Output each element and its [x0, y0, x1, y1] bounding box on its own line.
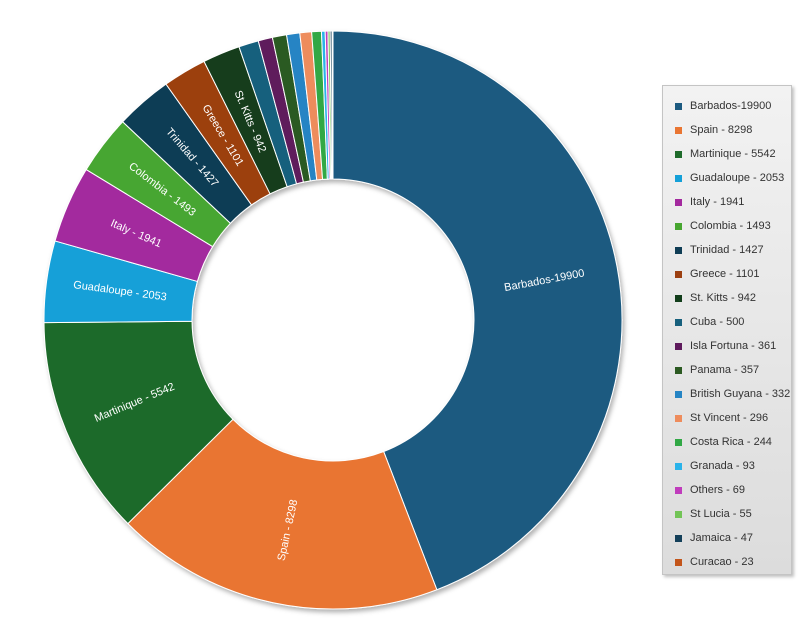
legend-swatch: [675, 558, 682, 566]
legend-item[interactable]: Isla Fortuna - 361: [675, 334, 791, 358]
legend-label: Colombia - 1493: [690, 220, 771, 232]
legend-swatch: [675, 150, 682, 158]
legend-item[interactable]: Greece - 1101: [675, 262, 791, 286]
legend-item[interactable]: Curacao - 23: [675, 550, 791, 574]
legend-label: Costa Rica - 244: [690, 436, 772, 448]
legend-item[interactable]: Guadaloupe - 2053: [675, 166, 791, 190]
legend-item[interactable]: Cuba - 500: [675, 310, 791, 334]
legend-label: Cuba - 500: [690, 316, 745, 328]
legend-item[interactable]: Italy - 1941: [675, 190, 791, 214]
legend-swatch: [675, 246, 682, 254]
donut-slice-barbados[interactable]: [332, 30, 623, 591]
legend-swatch: [675, 198, 682, 206]
legend-swatch: [675, 462, 682, 470]
legend-swatch: [675, 414, 682, 422]
legend-item[interactable]: Jamaica - 47: [675, 526, 791, 550]
legend-label: Martinique - 5542: [690, 148, 776, 160]
legend-label: St Lucia - 55: [690, 508, 752, 520]
legend-swatch: [675, 438, 682, 446]
legend-swatch: [675, 102, 682, 110]
donut-slice-curacao[interactable]: [331, 30, 334, 180]
legend-item[interactable]: Costa Rica - 244: [675, 430, 791, 454]
legend-swatch: [675, 510, 682, 518]
legend-item[interactable]: Trinidad - 1427: [675, 238, 791, 262]
legend-swatch: [675, 270, 682, 278]
legend-label: Jamaica - 47: [690, 532, 753, 544]
legend-swatch: [675, 294, 682, 302]
legend-label: Curacao - 23: [690, 556, 754, 568]
legend-swatch: [675, 126, 682, 134]
legend-label: Granada - 93: [690, 460, 755, 472]
legend-swatch: [675, 342, 682, 350]
legend-item[interactable]: Others - 69: [675, 478, 791, 502]
legend-swatch: [675, 366, 682, 374]
donut-slices: [43, 30, 623, 610]
legend-label: Panama - 357: [690, 364, 760, 376]
legend-swatch: [675, 534, 682, 542]
legend-label: Greece - 1101: [690, 268, 760, 280]
legend-label: Trinidad - 1427: [690, 244, 764, 256]
legend-label: Barbados-19900: [690, 100, 772, 112]
legend-item[interactable]: St Lucia - 55: [675, 502, 791, 526]
legend-item[interactable]: Colombia - 1493: [675, 214, 791, 238]
legend-label: Spain - 8298: [690, 124, 753, 136]
legend-label: British Guyana - 332: [690, 388, 791, 400]
legend-item[interactable]: Spain - 8298: [675, 118, 791, 142]
legend-swatch: [675, 486, 682, 494]
legend-swatch: [675, 222, 682, 230]
legend-swatch: [675, 174, 682, 182]
legend-swatch: [675, 318, 682, 326]
legend-label: Others - 69: [690, 484, 746, 496]
legend-item[interactable]: Martinique - 5542: [675, 142, 791, 166]
legend-label: Guadaloupe - 2053: [690, 172, 785, 184]
legend-label: Italy - 1941: [690, 196, 745, 208]
legend-item[interactable]: St Vincent - 296: [675, 406, 791, 430]
legend-label: St Vincent - 296: [690, 412, 769, 424]
donut-slice-spain[interactable]: [127, 418, 438, 610]
legend-label: Isla Fortuna - 361: [690, 340, 777, 352]
legend-label: St. Kitts - 942: [690, 292, 757, 304]
legend-swatch: [675, 390, 682, 398]
chart-legend: Barbados-19900 Spain - 8298 Martinique - 5…: [662, 85, 792, 575]
legend-item[interactable]: Granada - 93: [675, 454, 791, 478]
legend-item[interactable]: St. Kitts - 942: [675, 286, 791, 310]
legend-item[interactable]: Panama - 357: [675, 358, 791, 382]
legend-item[interactable]: British Guyana - 332: [675, 382, 791, 406]
legend-item[interactable]: Barbados-19900: [675, 94, 791, 118]
